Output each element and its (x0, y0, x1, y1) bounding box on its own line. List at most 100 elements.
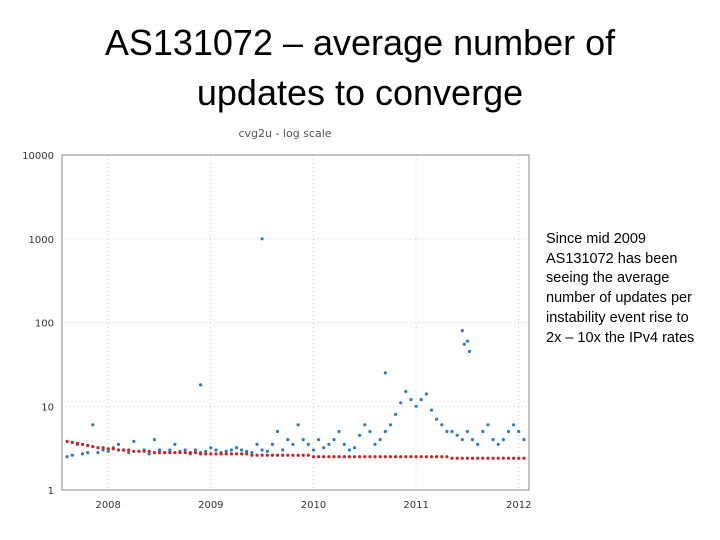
data-point (455, 433, 459, 437)
data-point (424, 392, 428, 396)
y-tick-label: 100 (35, 319, 54, 330)
data-point (394, 412, 398, 416)
data-point (209, 452, 213, 456)
data-point (199, 452, 203, 456)
x-tick-label: 2009 (198, 500, 223, 511)
data-point (296, 453, 300, 457)
data-point (373, 442, 377, 446)
data-point (517, 456, 521, 460)
data-point (409, 398, 413, 402)
data-point (414, 404, 418, 408)
data-point (388, 455, 392, 459)
data-point (96, 446, 100, 450)
data-point (317, 438, 321, 442)
data-point (127, 448, 131, 452)
data-point (116, 442, 121, 446)
data-point (91, 445, 95, 449)
annotation-text: Since mid 2009 AS131072 has been seeing … (546, 230, 718, 348)
data-point (142, 449, 146, 453)
data-point (332, 438, 336, 442)
data-point (378, 455, 382, 459)
data-point (445, 455, 449, 459)
annotation-line: Since mid 2009 (546, 231, 646, 247)
data-point (132, 439, 136, 443)
data-point (486, 456, 490, 460)
data-point (501, 438, 505, 442)
data-point (429, 455, 434, 459)
y-tick-label: 1000 (29, 235, 54, 246)
y-tick-label: 1 (48, 486, 54, 497)
data-point (296, 423, 300, 427)
data-point (496, 456, 500, 460)
data-point (476, 456, 480, 460)
data-point (501, 456, 505, 460)
data-point (80, 452, 85, 456)
data-point (467, 349, 472, 354)
data-point (363, 455, 367, 459)
data-point (101, 448, 105, 452)
data-point (173, 442, 177, 446)
data-point (424, 455, 428, 459)
data-point (311, 448, 316, 452)
data-point (152, 438, 156, 442)
data-point (168, 451, 172, 455)
data-point (204, 449, 208, 453)
data-point (481, 456, 485, 460)
data-point (481, 429, 485, 434)
data-point (368, 455, 372, 459)
data-point (491, 438, 495, 442)
data-point (132, 449, 136, 453)
data-point (342, 442, 346, 446)
x-tick-label: 2008 (95, 500, 120, 511)
data-point (183, 451, 187, 455)
data-point (306, 453, 310, 457)
data-point (91, 423, 95, 427)
data-point (224, 449, 228, 453)
data-point (291, 442, 295, 446)
data-point (193, 448, 197, 452)
data-point (265, 449, 269, 453)
data-point (455, 456, 459, 460)
data-point (311, 455, 316, 459)
data-point (163, 451, 167, 455)
annotation-line: AS131072 has been (546, 250, 678, 267)
data-point (337, 455, 341, 459)
data-point (214, 452, 218, 456)
data-point (101, 446, 105, 450)
data-point (342, 455, 346, 459)
data-point (337, 429, 341, 434)
data-point (281, 453, 285, 457)
data-point (378, 438, 382, 442)
data-point (260, 448, 264, 452)
data-point (383, 455, 387, 459)
data-point (219, 452, 223, 456)
data-point (440, 423, 444, 427)
data-point (383, 371, 387, 375)
data-point (152, 451, 156, 455)
data-point (419, 455, 423, 459)
slide-title-line-2: updates to converge (196, 72, 524, 113)
data-point (75, 441, 79, 445)
data-point (234, 452, 239, 456)
data-point (460, 456, 464, 460)
data-point (157, 451, 162, 455)
chart-title: cvg2u - log scale (238, 127, 332, 140)
data-point (270, 453, 274, 457)
grid-lines (62, 154, 529, 491)
data-point (106, 447, 110, 451)
data-point (306, 442, 310, 446)
data-point (404, 389, 408, 394)
y-tick-label: 10000 (22, 151, 54, 162)
data-point (286, 453, 290, 457)
data-point (419, 398, 423, 402)
data-point (440, 455, 444, 459)
data-point (517, 429, 521, 434)
data-point (106, 449, 110, 453)
data-point (429, 408, 434, 412)
data-point (70, 440, 74, 444)
data-point (250, 453, 254, 457)
data-point (65, 455, 69, 459)
data-point (188, 451, 192, 455)
data-point (240, 448, 244, 452)
data-point (173, 451, 177, 455)
